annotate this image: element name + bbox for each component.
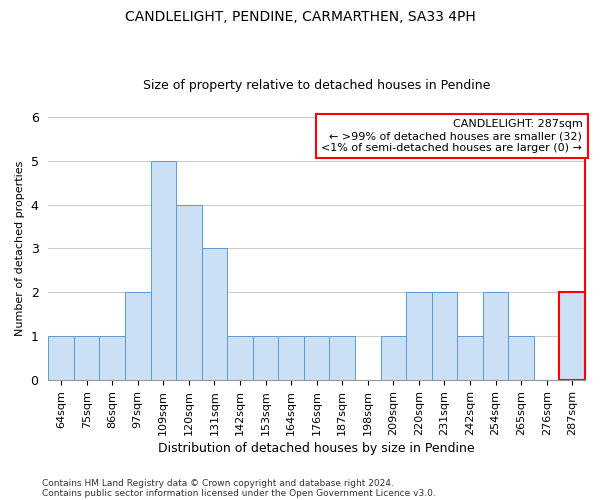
Bar: [457, 336, 483, 380]
Bar: [202, 248, 227, 380]
Bar: [253, 336, 278, 380]
Bar: [74, 336, 100, 380]
Bar: [380, 336, 406, 380]
Bar: [278, 336, 304, 380]
Text: CANDLELIGHT: 287sqm
← >99% of detached houses are smaller (32)
<1% of semi-detac: CANDLELIGHT: 287sqm ← >99% of detached h…: [322, 120, 583, 152]
Bar: [559, 292, 585, 380]
Bar: [483, 292, 508, 380]
Bar: [176, 204, 202, 380]
Bar: [508, 336, 534, 380]
Bar: [100, 336, 125, 380]
Bar: [329, 336, 355, 380]
Y-axis label: Number of detached properties: Number of detached properties: [15, 161, 25, 336]
Bar: [48, 336, 74, 380]
Bar: [151, 160, 176, 380]
X-axis label: Distribution of detached houses by size in Pendine: Distribution of detached houses by size …: [158, 442, 475, 455]
Bar: [431, 292, 457, 380]
Text: Contains public sector information licensed under the Open Government Licence v3: Contains public sector information licen…: [42, 488, 436, 498]
Bar: [227, 336, 253, 380]
Text: Contains HM Land Registry data © Crown copyright and database right 2024.: Contains HM Land Registry data © Crown c…: [42, 478, 394, 488]
Bar: [406, 292, 431, 380]
Title: Size of property relative to detached houses in Pendine: Size of property relative to detached ho…: [143, 79, 490, 92]
Bar: [304, 336, 329, 380]
Text: CANDLELIGHT, PENDINE, CARMARTHEN, SA33 4PH: CANDLELIGHT, PENDINE, CARMARTHEN, SA33 4…: [125, 10, 475, 24]
Bar: [125, 292, 151, 380]
